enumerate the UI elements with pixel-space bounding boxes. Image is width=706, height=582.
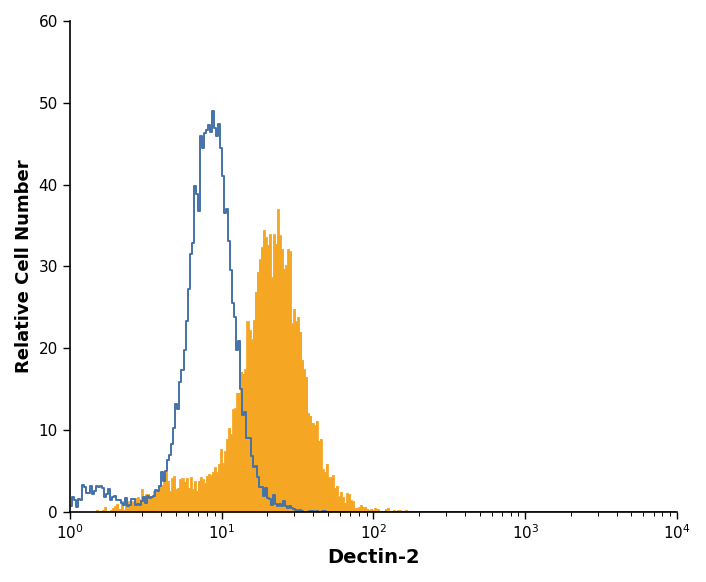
Y-axis label: Relative Cell Number: Relative Cell Number	[15, 159, 33, 373]
X-axis label: Dectin-2: Dectin-2	[327, 548, 420, 567]
